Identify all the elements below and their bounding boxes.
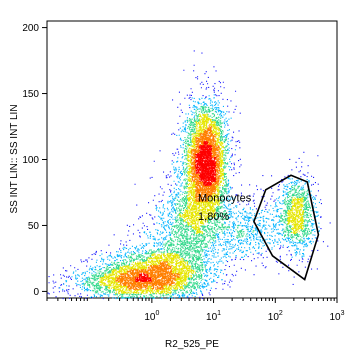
- density-points-layer: [59, 94, 320, 300]
- x-tick-label: 100: [144, 310, 159, 323]
- x-tick-exponent: 1: [217, 310, 221, 317]
- y-tick-label: 50: [28, 221, 40, 232]
- x-tick-exponent: 2: [279, 310, 283, 317]
- x-tick-exponent: 0: [155, 310, 159, 317]
- x-tick-label: 103: [329, 310, 344, 323]
- y-tick-label: 0: [33, 287, 39, 298]
- x-tick-exponent: 3: [341, 310, 345, 317]
- x-tick-label: 102: [268, 310, 283, 323]
- y-axis-label: SS INT LIN:: SS INT LIN: [9, 104, 20, 213]
- density-points-layer: [83, 105, 313, 299]
- gate-label-name: Monocytes: [198, 193, 252, 205]
- y-tick-label: 200: [22, 23, 39, 34]
- y-tick-label: 100: [22, 155, 39, 166]
- density-points-layer: [135, 141, 217, 283]
- density-points: [47, 50, 331, 300]
- x-tick-label: 101: [206, 310, 221, 323]
- y-axis-ticks: 0 50 100 150 200: [22, 23, 47, 298]
- gate-label-percent: 1,80%: [198, 211, 229, 223]
- x-axis-label: R2_525_PE: [165, 339, 219, 350]
- density-points-layer: [115, 125, 221, 291]
- y-tick-label: 150: [22, 89, 39, 100]
- monocytes-gate[interactable]: [253, 174, 320, 281]
- x-axis-ticks: 100 101 102 103: [46, 298, 345, 323]
